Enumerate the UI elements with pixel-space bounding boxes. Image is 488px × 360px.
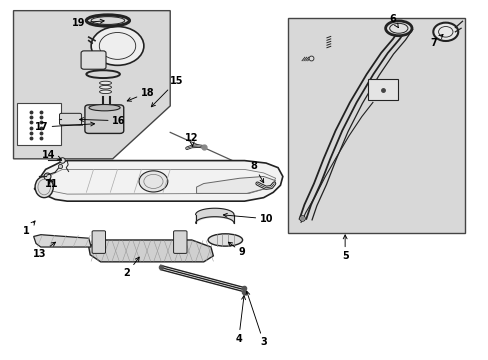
Text: 19: 19 [72, 18, 104, 28]
Polygon shape [196, 176, 275, 193]
Text: 2: 2 [123, 257, 139, 279]
Circle shape [91, 27, 143, 66]
Text: 4: 4 [235, 296, 245, 344]
Ellipse shape [100, 85, 111, 89]
Text: 10: 10 [223, 213, 273, 224]
Text: 18: 18 [127, 87, 154, 101]
Text: 6: 6 [389, 14, 398, 28]
Text: 11: 11 [45, 179, 59, 189]
Ellipse shape [208, 234, 242, 246]
FancyBboxPatch shape [60, 113, 81, 125]
Text: 3: 3 [245, 291, 266, 347]
FancyBboxPatch shape [81, 51, 106, 69]
Text: 14: 14 [42, 150, 61, 160]
Polygon shape [14, 11, 170, 159]
Text: 15: 15 [151, 76, 183, 107]
Text: 12: 12 [184, 133, 198, 147]
Circle shape [432, 23, 457, 41]
Text: 17: 17 [35, 122, 94, 132]
Ellipse shape [385, 21, 411, 36]
Ellipse shape [89, 104, 120, 111]
Text: 16: 16 [80, 116, 125, 126]
Polygon shape [35, 161, 282, 201]
FancyBboxPatch shape [92, 231, 105, 253]
FancyBboxPatch shape [85, 105, 123, 134]
Polygon shape [34, 235, 91, 247]
Text: 5: 5 [341, 235, 348, 261]
Ellipse shape [35, 176, 53, 198]
Text: 7: 7 [429, 35, 442, 48]
Polygon shape [89, 240, 213, 262]
Bar [287, 18, 464, 233]
Text: 8: 8 [250, 161, 263, 183]
Circle shape [139, 171, 167, 192]
Text: 9: 9 [228, 242, 245, 257]
FancyBboxPatch shape [17, 103, 61, 145]
Text: 1: 1 [23, 221, 35, 236]
Ellipse shape [100, 81, 111, 85]
Ellipse shape [100, 90, 111, 94]
Text: 13: 13 [33, 242, 56, 259]
FancyBboxPatch shape [173, 231, 186, 253]
FancyBboxPatch shape [367, 80, 398, 100]
